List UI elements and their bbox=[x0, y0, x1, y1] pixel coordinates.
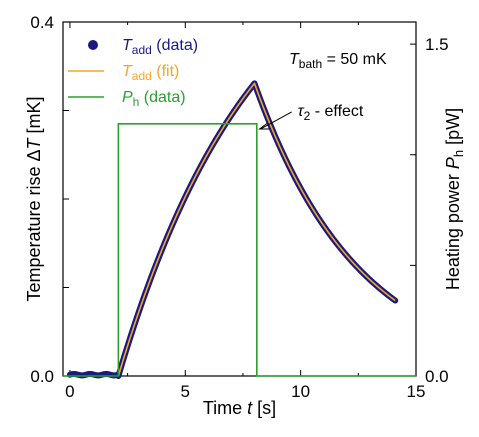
legend-entry-var: P bbox=[122, 89, 133, 106]
y-left-tick-label: 0.0 bbox=[30, 367, 54, 386]
tick-group: 0 5 10 150.00.40.01.5 bbox=[30, 13, 448, 401]
annotation-arrow bbox=[260, 111, 292, 130]
x-tick-label: 15 bbox=[407, 382, 426, 401]
axis-labels: Time t [s] Temperature rise ΔT [mK] Heatin… bbox=[24, 96, 466, 418]
legend-entry-var: T bbox=[122, 63, 133, 80]
y-right-axis-label: Heating power Ph [pW] bbox=[443, 108, 466, 290]
x-tick-label: 0 bbox=[65, 382, 74, 401]
legend-entry-rest: (data) bbox=[139, 89, 185, 106]
x-tick-label: 10 bbox=[291, 382, 310, 401]
y-right-axis-label-sub: h bbox=[451, 150, 466, 157]
y-left-axis-label-sym: Δ bbox=[24, 149, 44, 161]
series-ph-data bbox=[63, 122, 416, 377]
legend-marker-tadd-data bbox=[88, 40, 98, 50]
x-axis-label-unit: [s] bbox=[252, 398, 276, 418]
y-right-tick-label: 1.5 bbox=[425, 35, 449, 54]
y-right-axis-label-var: P bbox=[443, 157, 463, 169]
annotation-effect: τ2 - effect bbox=[298, 103, 364, 123]
y-right-axis-label-main: Heating power bbox=[443, 169, 463, 290]
plot-frame bbox=[62, 21, 417, 377]
y-left-axis-label-unit: [mK] bbox=[24, 96, 44, 138]
annotations: Tbath = 50 mK τ2 - effect bbox=[258, 51, 387, 130]
y-left-axis-label-main: Temperature rise bbox=[24, 161, 44, 301]
legend: Tadd (data)Tadd (fit)Ph (data) bbox=[68, 37, 198, 109]
annotation-bath-var: T bbox=[289, 51, 300, 68]
y-right-tick-label: 0.0 bbox=[425, 367, 449, 386]
y-left-tick-label: 0.4 bbox=[30, 13, 54, 32]
legend-entry: Tadd (data) bbox=[122, 37, 198, 57]
annotation-bath: Tbath = 50 mK bbox=[289, 51, 387, 71]
legend-entry-rest: (data) bbox=[152, 37, 198, 54]
annotation-effect-rest: - effect bbox=[310, 103, 364, 120]
annotation-arrow-head bbox=[258, 122, 270, 130]
x-axis-label-main: Time bbox=[203, 398, 247, 418]
annotation-bath-sub: bath bbox=[299, 57, 322, 71]
y-right-axis-label-unit: [pW] bbox=[443, 108, 463, 150]
annotation-bath-rest: = 50 mK bbox=[322, 51, 387, 68]
x-axis-label: Time t [s] bbox=[203, 398, 276, 418]
annotation-effect-sub: 2 bbox=[304, 109, 311, 123]
legend-entry: Ph (data) bbox=[122, 89, 186, 109]
x-tick-label: 5 bbox=[181, 382, 190, 401]
legend-entry: Tadd (fit) bbox=[122, 63, 179, 83]
legend-entry-sub: add bbox=[132, 43, 152, 57]
x-axis-label-var: t bbox=[247, 398, 253, 418]
y-left-axis-label-var: T bbox=[24, 136, 44, 149]
legend-entry-rest: (fit) bbox=[152, 63, 180, 80]
legend-entry-var: T bbox=[122, 37, 133, 54]
annotation-effect-var: τ bbox=[298, 103, 305, 120]
series-tadd-fit bbox=[117, 82, 396, 377]
y-left-axis-label: Temperature rise ΔT [mK] bbox=[24, 96, 44, 301]
legend-entry-sub: h bbox=[133, 95, 140, 109]
legend-entry-sub: add bbox=[132, 69, 152, 83]
series-layer bbox=[63, 80, 416, 379]
